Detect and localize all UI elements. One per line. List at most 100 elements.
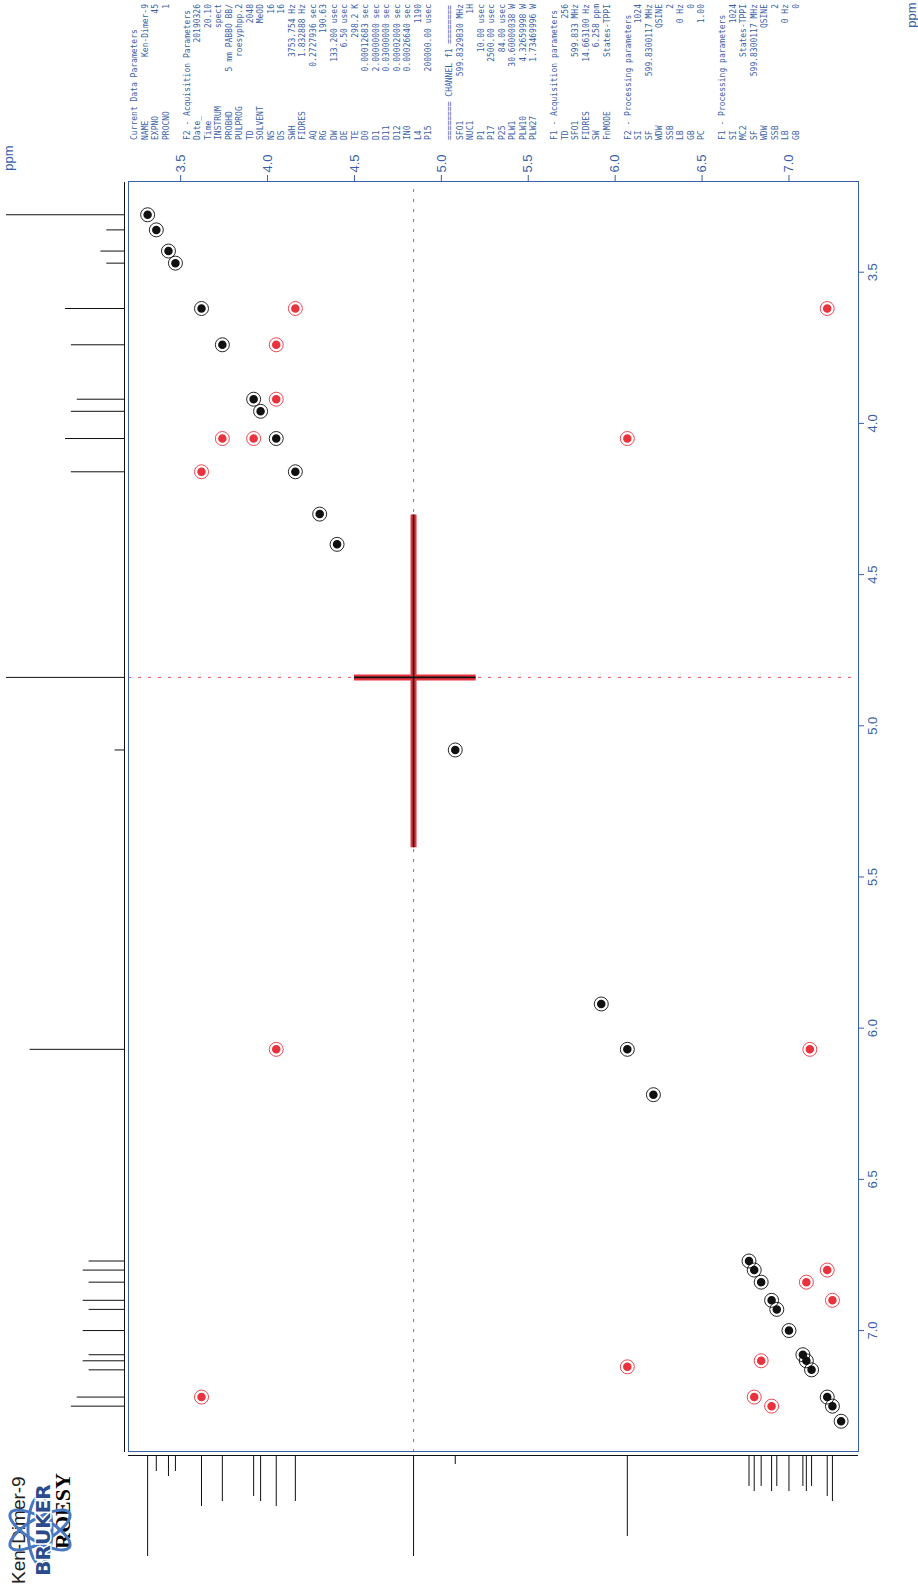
html-text:INSTRUM: INSTRUM: [214, 106, 223, 140]
svg-text:6.5: 6.5: [865, 1170, 880, 1188]
html-text:SF: SF: [644, 130, 654, 140]
html-text:1.832888 Hz: 1.832888 Hz: [298, 4, 307, 57]
html-text:0.03000000 sec: 0.03000000 sec: [382, 4, 391, 72]
svg-text:3.5: 3.5: [173, 154, 188, 172]
html-text:Current Data Parameters: Current Data Parameters: [130, 29, 139, 140]
html-text:Ken-Dimer-9: Ken-Dimer-9: [140, 4, 150, 57]
svg-text:6.5: 6.5: [694, 154, 709, 172]
svg-text:4.5: 4.5: [347, 154, 362, 172]
svg-text:5.5: 5.5: [520, 154, 535, 172]
html-text:16: 16: [277, 4, 286, 14]
html-text:TD: TD: [560, 130, 570, 140]
html-text:DE: DE: [340, 130, 349, 140]
html-text:SF: SF: [749, 130, 759, 140]
html-text:P15: P15: [424, 125, 433, 140]
html-text:IN0: IN0: [403, 125, 412, 140]
html-text:TD: TD: [245, 130, 255, 140]
html-text:======== CHANNEL f1 ========: ======== CHANNEL f1 ========: [445, 5, 454, 140]
svg-text:7.0: 7.0: [865, 1322, 880, 1340]
html-text:GB: GB: [686, 130, 696, 140]
svg-text:5.0: 5.0: [434, 154, 449, 172]
html-text:D11: D11: [382, 125, 391, 140]
svg-text:5.0: 5.0: [865, 717, 880, 735]
html-text:FIDRES: FIDRES: [298, 111, 307, 140]
html-text:6.50 usec: 6.50 usec: [340, 4, 349, 48]
html-text:20190326: 20190326: [193, 4, 202, 43]
html-text:256: 256: [560, 4, 570, 19]
html-text:0.00002000 sec: 0.00002000 sec: [392, 4, 402, 72]
html-text:SI: SI: [728, 130, 738, 140]
html-text:Ken-Dimer-9: Ken-Dimer-9: [8, 1476, 29, 1584]
html-text:TE: TE: [350, 130, 360, 140]
html-text:Date_: Date_: [193, 115, 202, 140]
html-text:16: 16: [266, 4, 276, 14]
svg-text:4.0: 4.0: [865, 414, 880, 432]
html-text:SSB: SSB: [665, 125, 675, 140]
svg-text:BRUKER: BRUKER: [31, 1484, 55, 1575]
html-text:1190: 1190: [413, 4, 423, 24]
svg-text:5.5: 5.5: [865, 868, 880, 886]
html-text:DS: DS: [277, 130, 286, 140]
html-text:P1: P1: [476, 130, 486, 140]
html-text:SSB: SSB: [770, 125, 780, 140]
html-text:PROBHD: PROBHD: [224, 111, 234, 140]
html-text:D12: D12: [392, 125, 402, 140]
svg-text:3.5: 3.5: [865, 263, 880, 281]
html-text:599.8300117 MHz: 599.8300117 MHz: [644, 4, 654, 77]
html-text:298.2 K: 298.2 K: [350, 4, 360, 38]
html-text:EXPNO: EXPNO: [151, 115, 160, 140]
html-text:5 mm PABBO BB/: 5 mm PABBO BB/: [224, 4, 234, 72]
svg-text:ppm: ppm: [904, 3, 918, 28]
html-text:1024: 1024: [728, 4, 738, 24]
html-text:84.00 usec: 84.00 usec: [497, 4, 507, 53]
html-text:SFO1: SFO1: [455, 120, 465, 140]
html-text:GB: GB: [791, 130, 801, 140]
html-text:NAME: NAME: [140, 120, 150, 140]
html-text:P25: P25: [497, 125, 507, 140]
html-text:0.00026640 sec: 0.00026640 sec: [403, 4, 412, 72]
html-text:AQ: AQ: [308, 130, 318, 140]
html-text:MeOD: MeOD: [256, 4, 265, 24]
html-text:NS: NS: [266, 130, 276, 140]
html-text:14.663100 Hz: 14.663100 Hz: [581, 4, 591, 62]
svg-text:6.0: 6.0: [607, 154, 622, 172]
html-text:PROCNO: PROCNO: [161, 111, 171, 140]
html-text:F2 - Processing parameters: F2 - Processing parameters: [623, 14, 633, 140]
svg-text:4.5: 4.5: [865, 566, 880, 584]
html-text:roesyphpp.2: roesyphpp.2: [235, 4, 244, 57]
html-text:F2 - Acquisition Parameters: F2 - Acquisition Parameters: [182, 10, 192, 140]
html-text:L4: L4: [413, 130, 423, 140]
html-text:599.8300117 MHz: 599.8300117 MHz: [749, 4, 759, 77]
html-text:599.8329830 MHz: 599.8329830 MHz: [455, 4, 465, 77]
html-text:D0: D0: [361, 130, 370, 140]
svg-text:ppm: ppm: [1, 146, 16, 171]
html-text:States-TPPI: States-TPPI: [602, 4, 612, 57]
html-text:Time: Time: [203, 120, 213, 140]
html-text:ROESY: ROESY: [50, 1473, 75, 1549]
html-text:10.00 usec: 10.00 usec: [476, 4, 486, 53]
html-text:FnMODE: FnMODE: [602, 111, 612, 140]
svg-text:6.0: 6.0: [865, 1019, 880, 1037]
html-text:PULPROG: PULPROG: [235, 106, 244, 140]
html-text:2048: 2048: [245, 4, 255, 24]
html-text:3753.754 Hz: 3753.754 Hz: [287, 4, 297, 57]
html-text:20.10: 20.10: [203, 4, 213, 29]
html-text:4.32659998 W: 4.32659998 W: [518, 4, 528, 62]
svg-text:7.0: 7.0: [781, 154, 796, 172]
svg-text:4.0: 4.0: [260, 154, 275, 172]
html-text:RG: RG: [319, 130, 328, 140]
html-text:190.63: 190.63: [319, 4, 328, 33]
html-text:SWH: SWH: [287, 125, 297, 140]
html-text:0.2727936 sec: 0.2727936 sec: [308, 4, 318, 67]
html-text:2.00000000 sec: 2.00000000 sec: [371, 4, 381, 72]
html-text:200000.00 usec: 200000.00 usec: [424, 4, 433, 72]
html-text:PLW10: PLW10: [518, 115, 528, 140]
html-text:FIDRES: FIDRES: [581, 111, 591, 140]
html-text:DW: DW: [329, 130, 339, 140]
html-text:133.200 usec: 133.200 usec: [329, 4, 339, 62]
html-text:0.00012683 sec: 0.00012683 sec: [361, 4, 370, 72]
html-text:D1: D1: [371, 130, 381, 140]
html-text:SOLVENT: SOLVENT: [256, 106, 265, 140]
html-text:spect: spect: [214, 4, 223, 29]
html-text:45: 45: [151, 4, 160, 14]
